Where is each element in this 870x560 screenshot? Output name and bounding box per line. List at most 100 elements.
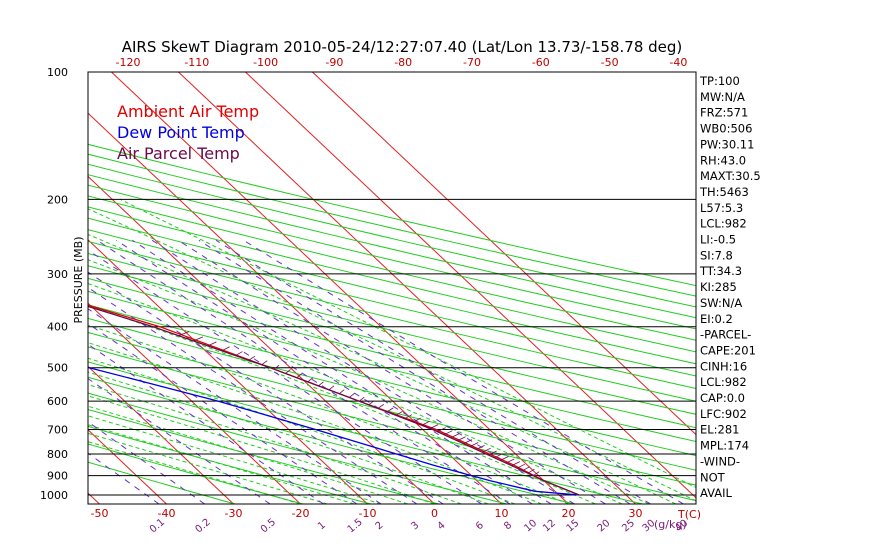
mixing-ratio-label: 4 xyxy=(436,520,448,533)
top-temp-tick-label: -70 xyxy=(463,56,481,69)
isotherm-line xyxy=(88,365,234,504)
legend-entry: Dew Point Temp xyxy=(117,123,245,142)
isotherm-line xyxy=(88,429,167,504)
index-entry: RH:43.0 xyxy=(700,153,746,167)
index-entry: LCL:982 xyxy=(700,217,747,231)
chart-title: AIRS SkewT Diagram 2010-05-24/12:27:07.4… xyxy=(122,38,683,56)
index-entry: MPL:174 xyxy=(700,439,749,453)
pressure-tick-label: 400 xyxy=(47,321,68,334)
index-entry: EI:0.2 xyxy=(700,312,733,326)
dry-adiabat-line xyxy=(88,229,696,377)
moist-adiabat-line xyxy=(88,424,355,504)
isotherm-line xyxy=(88,302,301,504)
mixing-ratio-label: 15 xyxy=(565,518,582,535)
dry-adiabat-line xyxy=(88,461,236,504)
top-temp-tick-label: -80 xyxy=(394,56,412,69)
bottom-temp-tick-label: -30 xyxy=(225,507,243,520)
index-entry: -WIND- xyxy=(700,454,740,468)
moist-adiabat-line xyxy=(88,342,542,504)
index-entry: -PARCEL- xyxy=(700,328,751,342)
mixing-ratio-unit: (g/kg) xyxy=(654,518,687,531)
pressure-tick-label: 100 xyxy=(47,66,68,79)
cape-hatch xyxy=(482,447,491,453)
isotherm-line xyxy=(312,72,696,436)
mixing-ratio-line xyxy=(88,377,271,504)
bottom-temp-tick-label: 30 xyxy=(629,507,643,520)
index-entry: CAP:0.0 xyxy=(700,391,745,405)
moist-adiabat-line xyxy=(119,198,696,489)
top-temp-tick-label: -40 xyxy=(669,56,687,69)
cape-hatch xyxy=(516,463,525,469)
isotherm-line xyxy=(178,72,636,504)
mixing-ratio-label: 12 xyxy=(541,518,558,535)
pressure-tick-labels: 100 200 300 400 500 600 700 800 900 1000 xyxy=(40,66,68,502)
index-entry: TP:100 xyxy=(699,74,740,88)
mixing-ratio-label: 10 xyxy=(522,518,539,535)
index-entry: LI:-0.5 xyxy=(700,233,736,247)
dry-adiabat-line xyxy=(88,206,696,353)
index-entry: TH:5463 xyxy=(699,185,749,199)
pressure-tick-label: 600 xyxy=(47,395,68,408)
moist-adiabat-line xyxy=(88,208,696,502)
pressure-tick-label: 800 xyxy=(47,448,68,461)
isotherm-line xyxy=(245,72,696,499)
series-line-air-parcel-temp xyxy=(88,305,580,496)
moist-adiabat-line xyxy=(88,371,489,504)
index-entry: FRZ:571 xyxy=(700,106,748,120)
series-line-ambient-air-temp xyxy=(88,304,580,496)
dry-adiabat-line xyxy=(88,290,696,443)
cape-hatch xyxy=(178,331,190,337)
index-entry: L57:5.3 xyxy=(700,201,743,215)
dry-adiabat-line xyxy=(88,443,304,504)
dry-adiabat-line xyxy=(88,392,507,504)
cape-hatch xyxy=(207,341,217,347)
series-line-dew-point-temp xyxy=(88,366,580,496)
index-entry: MW:N/A xyxy=(700,90,745,104)
mixing-ratio-line xyxy=(151,239,575,504)
cape-hatch xyxy=(437,427,446,432)
mixing-ratio-label: 0.5 xyxy=(259,517,278,536)
mixing-ratio-label: 1 xyxy=(316,520,328,533)
dry-adiabat-line xyxy=(88,346,696,502)
bottom-temp-tick-label: 10 xyxy=(495,507,509,520)
index-entry: LFC:902 xyxy=(700,407,747,421)
index-entry: MAXT:30.5 xyxy=(700,169,761,183)
index-entry: EL:281 xyxy=(700,423,740,437)
dry-adiabat-line xyxy=(88,361,643,504)
top-temp-tick-label: -50 xyxy=(601,56,619,69)
cape-hatch xyxy=(511,461,521,466)
dry-adiabat-line xyxy=(88,184,696,330)
cape-hatch xyxy=(429,424,439,429)
cape-hatch xyxy=(488,450,497,456)
cape-hatch xyxy=(339,389,345,394)
cape-hatch xyxy=(527,468,535,474)
cape-hatch xyxy=(532,471,540,477)
index-entry: TT:34.3 xyxy=(699,264,742,278)
cape-hatch xyxy=(235,351,243,356)
index-entry: AVAIL xyxy=(700,486,733,500)
top-temp-tick-labels: -120 -110 -100 -90 -80 -70 -60 -50 -40 xyxy=(116,56,688,69)
moist-adiabat-line xyxy=(88,441,301,504)
pressure-tick-label: 1000 xyxy=(40,489,68,502)
legend-entry: Air Parcel Temp xyxy=(117,144,240,163)
dry-adiabat-line xyxy=(88,240,696,389)
pressure-tick-label: 900 xyxy=(47,470,68,483)
cape-hatch xyxy=(296,373,303,379)
cape-hatch xyxy=(476,445,485,450)
mixing-ratio-line xyxy=(243,239,684,504)
cape-hatch xyxy=(494,453,503,459)
mixing-ratio-line xyxy=(198,239,631,504)
cape-hatch xyxy=(457,436,466,442)
index-entry: SW:N/A xyxy=(700,296,742,310)
dry-adiabat-line xyxy=(88,408,439,504)
top-temp-tick-label: -120 xyxy=(116,56,141,69)
cape-hatch xyxy=(261,360,268,366)
mixing-ratio-line xyxy=(132,239,552,504)
cape-hatch xyxy=(285,369,291,374)
moist-adiabat-line xyxy=(88,283,623,504)
dry-adiabat-line xyxy=(88,252,696,402)
index-entry: WB0:506 xyxy=(700,122,752,136)
bottom-temp-tick-label: 0 xyxy=(431,507,438,520)
